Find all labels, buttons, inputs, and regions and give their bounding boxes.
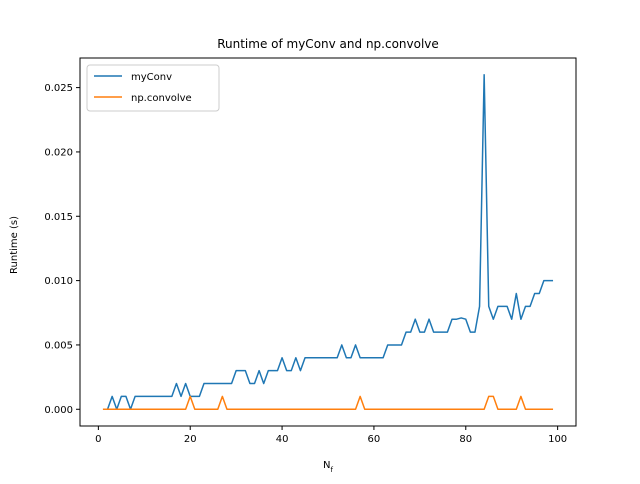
y-tick-label: 0.010 bbox=[44, 276, 73, 287]
series-line-myconv bbox=[102, 73, 554, 411]
legend-label: myConv bbox=[131, 72, 172, 83]
x-axis-ticks: 0 20 40 60 80 100 bbox=[95, 426, 567, 445]
x-axis-label-subscript: f bbox=[331, 466, 334, 474]
y-tick-label: 0.020 bbox=[44, 147, 73, 158]
x-tick-label: 60 bbox=[368, 434, 381, 445]
series-lines bbox=[102, 73, 554, 411]
series-line-np-convolve bbox=[102, 395, 554, 411]
x-tick-label: 100 bbox=[548, 434, 567, 445]
chart-title: Runtime of myConv and np.convolve bbox=[217, 37, 439, 51]
y-axis-label: Runtime (s) bbox=[9, 216, 20, 274]
y-tick-label: 0.015 bbox=[44, 212, 73, 223]
y-tick-label: 0.005 bbox=[44, 340, 73, 351]
y-tick-label: 0.000 bbox=[44, 405, 73, 416]
x-axis-label: Nf bbox=[323, 460, 333, 474]
x-axis-label-main: N bbox=[323, 460, 330, 471]
x-tick-label: 20 bbox=[184, 434, 197, 445]
plot-area-frame bbox=[79, 57, 577, 427]
x-tick-label: 0 bbox=[95, 434, 101, 445]
x-tick-label: 80 bbox=[459, 434, 472, 445]
y-tick-label: 0.025 bbox=[44, 83, 73, 94]
x-tick-label: 40 bbox=[276, 434, 289, 445]
legend-label: np.convolve bbox=[131, 93, 192, 104]
y-axis-ticks: 0.000 0.005 0.010 0.015 0.020 0.025 bbox=[44, 83, 80, 416]
legend: myConv np.convolve bbox=[86, 64, 220, 112]
